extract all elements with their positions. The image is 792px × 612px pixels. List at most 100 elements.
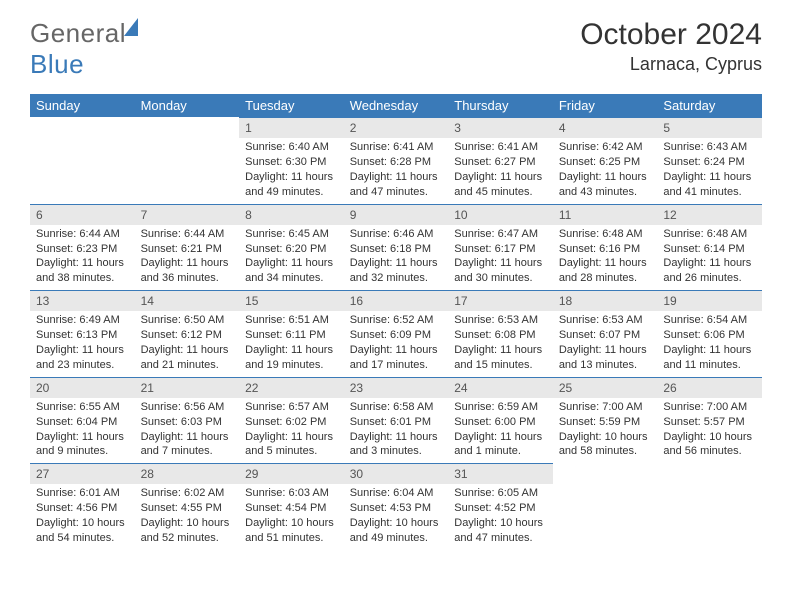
sunrise-line: Sunrise: 6:50 AM: [141, 313, 234, 328]
sunrise-line: Sunrise: 6:05 AM: [454, 486, 547, 501]
daylight-line: Daylight: 11 hours and 34 minutes.: [245, 256, 338, 286]
weekday-header: Friday: [553, 94, 658, 117]
sunset-line: Sunset: 6:17 PM: [454, 242, 547, 257]
day-number: 28: [135, 463, 240, 484]
day-body: Sunrise: 6:40 AMSunset: 6:30 PMDaylight:…: [239, 138, 344, 203]
location: Larnaca, Cyprus: [580, 54, 762, 75]
sunrise-line: Sunrise: 6:42 AM: [559, 140, 652, 155]
daylight-line: Daylight: 11 hours and 32 minutes.: [350, 256, 443, 286]
day-number: 23: [344, 377, 449, 398]
sunset-line: Sunset: 6:30 PM: [245, 155, 338, 170]
daylight-line: Daylight: 10 hours and 51 minutes.: [245, 516, 338, 546]
sunrise-line: Sunrise: 7:00 AM: [663, 400, 756, 415]
daylight-line: Daylight: 11 hours and 9 minutes.: [36, 430, 129, 460]
day-number: 5: [657, 117, 762, 138]
daylight-line: Daylight: 11 hours and 13 minutes.: [559, 343, 652, 373]
sunset-line: Sunset: 5:59 PM: [559, 415, 652, 430]
calendar-day: 26Sunrise: 7:00 AMSunset: 5:57 PMDayligh…: [657, 377, 762, 464]
day-body: Sunrise: 6:05 AMSunset: 4:52 PMDaylight:…: [448, 484, 553, 549]
day-body: Sunrise: 6:56 AMSunset: 6:03 PMDaylight:…: [135, 398, 240, 463]
calendar-day: 16Sunrise: 6:52 AMSunset: 6:09 PMDayligh…: [344, 290, 449, 377]
day-body: Sunrise: 6:03 AMSunset: 4:54 PMDaylight:…: [239, 484, 344, 549]
day-body: Sunrise: 7:00 AMSunset: 5:57 PMDaylight:…: [657, 398, 762, 463]
sunset-line: Sunset: 6:20 PM: [245, 242, 338, 257]
calendar-empty: [135, 117, 240, 204]
sunrise-line: Sunrise: 6:52 AM: [350, 313, 443, 328]
calendar-day: 25Sunrise: 7:00 AMSunset: 5:59 PMDayligh…: [553, 377, 658, 464]
day-body: Sunrise: 6:51 AMSunset: 6:11 PMDaylight:…: [239, 311, 344, 376]
sunrise-line: Sunrise: 6:59 AM: [454, 400, 547, 415]
calendar-day: 29Sunrise: 6:03 AMSunset: 4:54 PMDayligh…: [239, 463, 344, 550]
sunset-line: Sunset: 6:27 PM: [454, 155, 547, 170]
calendar-day: 19Sunrise: 6:54 AMSunset: 6:06 PMDayligh…: [657, 290, 762, 377]
daylight-line: Daylight: 10 hours and 47 minutes.: [454, 516, 547, 546]
day-number: 14: [135, 290, 240, 311]
sunrise-line: Sunrise: 6:55 AM: [36, 400, 129, 415]
day-body: Sunrise: 6:41 AMSunset: 6:27 PMDaylight:…: [448, 138, 553, 203]
daylight-line: Daylight: 11 hours and 5 minutes.: [245, 430, 338, 460]
weekday-header: Wednesday: [344, 94, 449, 117]
day-number: 22: [239, 377, 344, 398]
day-number: 29: [239, 463, 344, 484]
calendar-day: 13Sunrise: 6:49 AMSunset: 6:13 PMDayligh…: [30, 290, 135, 377]
day-number: 9: [344, 204, 449, 225]
sunset-line: Sunset: 6:09 PM: [350, 328, 443, 343]
calendar-day: 10 Sunrise: 6:47 AMSunset: 6:17 PMDayligh…: [448, 204, 553, 291]
day-body: Sunrise: 7:00 AMSunset: 5:59 PMDaylight:…: [553, 398, 658, 463]
daylight-line: Daylight: 11 hours and 7 minutes.: [141, 430, 234, 460]
weekday-header: Tuesday: [239, 94, 344, 117]
sunset-line: Sunset: 6:00 PM: [454, 415, 547, 430]
calendar-day: 21Sunrise: 6:56 AMSunset: 6:03 PMDayligh…: [135, 377, 240, 464]
sunrise-line: Sunrise: 6:48 AM: [663, 227, 756, 242]
sunrise-line: Sunrise: 7:00 AM: [559, 400, 652, 415]
calendar-day: 2Sunrise: 6:41 AMSunset: 6:28 PMDaylight…: [344, 117, 449, 204]
day-number: 7: [135, 204, 240, 225]
calendar-day: 31Sunrise: 6:05 AMSunset: 4:52 PMDayligh…: [448, 463, 553, 550]
sunrise-line: Sunrise: 6:41 AM: [454, 140, 547, 155]
day-body: Sunrise: 6:04 AMSunset: 4:53 PMDaylight:…: [344, 484, 449, 549]
daylight-line: Daylight: 11 hours and 17 minutes.: [350, 343, 443, 373]
sunset-line: Sunset: 6:14 PM: [663, 242, 756, 257]
daylight-line: Daylight: 11 hours and 36 minutes.: [141, 256, 234, 286]
sunset-line: Sunset: 6:13 PM: [36, 328, 129, 343]
sunrise-line: Sunrise: 6:43 AM: [663, 140, 756, 155]
calendar-empty: [657, 463, 762, 550]
day-body: Sunrise: 6:02 AMSunset: 4:55 PMDaylight:…: [135, 484, 240, 549]
calendar-day: 27Sunrise: 6:01 AMSunset: 4:56 PMDayligh…: [30, 463, 135, 550]
daylight-line: Daylight: 10 hours and 52 minutes.: [141, 516, 234, 546]
sunrise-line: Sunrise: 6:46 AM: [350, 227, 443, 242]
calendar-day: 22Sunrise: 6:57 AMSunset: 6:02 PMDayligh…: [239, 377, 344, 464]
day-body: Sunrise: 6:44 AMSunset: 6:23 PMDaylight:…: [30, 225, 135, 290]
sunrise-line: Sunrise: 6:41 AM: [350, 140, 443, 155]
daylight-line: Daylight: 10 hours and 49 minutes.: [350, 516, 443, 546]
brand-part2: Blue: [30, 49, 84, 79]
daylight-line: Daylight: 11 hours and 30 minutes.: [454, 256, 547, 286]
brand-logo: GeneralBlue: [30, 18, 146, 80]
calendar-day: 28Sunrise: 6:02 AMSunset: 4:55 PMDayligh…: [135, 463, 240, 550]
sunset-line: Sunset: 6:28 PM: [350, 155, 443, 170]
daylight-line: Daylight: 11 hours and 28 minutes.: [559, 256, 652, 286]
day-body: Sunrise: 6:50 AMSunset: 6:12 PMDaylight:…: [135, 311, 240, 376]
day-number: 1: [239, 117, 344, 138]
daylight-line: Daylight: 11 hours and 26 minutes.: [663, 256, 756, 286]
daylight-line: Daylight: 10 hours and 58 minutes.: [559, 430, 652, 460]
sunrise-line: Sunrise: 6:01 AM: [36, 486, 129, 501]
day-number: 10: [448, 204, 553, 225]
month-title: October 2024: [580, 18, 762, 52]
sunset-line: Sunset: 4:52 PM: [454, 501, 547, 516]
sunrise-line: Sunrise: 6:57 AM: [245, 400, 338, 415]
calendar-body: 1Sunrise: 6:40 AMSunset: 6:30 PMDaylight…: [30, 117, 762, 550]
calendar-day: 7Sunrise: 6:44 AMSunset: 6:21 PMDaylight…: [135, 204, 240, 291]
sunrise-line: Sunrise: 6:53 AM: [559, 313, 652, 328]
calendar-row: 1Sunrise: 6:40 AMSunset: 6:30 PMDaylight…: [30, 117, 762, 204]
sunrise-line: Sunrise: 6:47 AM: [454, 227, 547, 242]
calendar-day: 20Sunrise: 6:55 AMSunset: 6:04 PMDayligh…: [30, 377, 135, 464]
header: GeneralBlue October 2024 Larnaca, Cyprus: [30, 18, 762, 80]
calendar-empty: [30, 117, 135, 204]
sunrise-line: Sunrise: 6:48 AM: [559, 227, 652, 242]
sunset-line: Sunset: 4:53 PM: [350, 501, 443, 516]
day-number: 11: [553, 204, 658, 225]
day-body: Sunrise: 6:53 AMSunset: 6:08 PMDaylight:…: [448, 311, 553, 376]
sunrise-line: Sunrise: 6:03 AM: [245, 486, 338, 501]
daylight-line: Daylight: 11 hours and 49 minutes.: [245, 170, 338, 200]
